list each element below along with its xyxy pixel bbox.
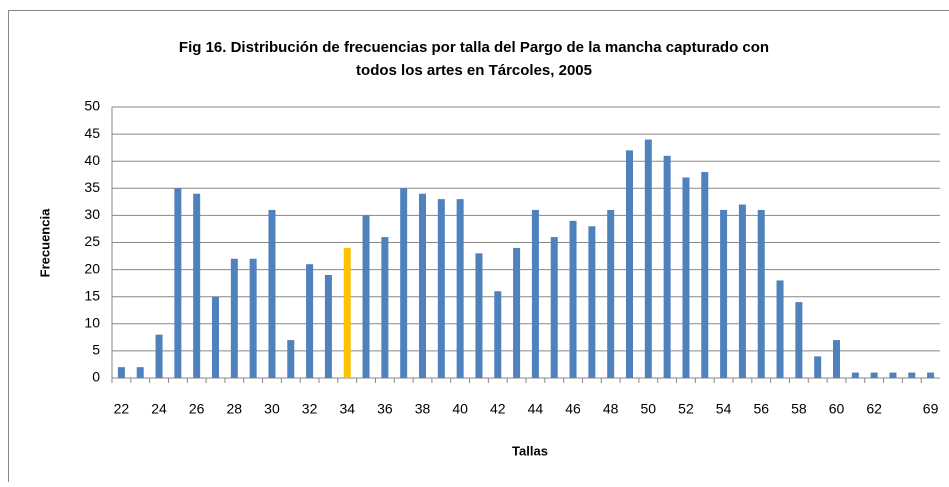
bar <box>268 210 275 378</box>
bar <box>457 199 464 378</box>
y-tick-label: 50 <box>84 98 100 114</box>
chart-border <box>9 11 949 483</box>
bar <box>532 210 539 378</box>
bar <box>682 177 689 378</box>
bar <box>475 253 482 378</box>
x-tick-label: 42 <box>490 401 506 417</box>
x-axis-label: Tallas <box>512 443 548 458</box>
x-tick-label: 62 <box>866 401 882 417</box>
x-tick-label: 34 <box>339 401 355 417</box>
x-tick-label: 52 <box>678 401 694 417</box>
bar <box>156 335 163 378</box>
x-tick-label: 60 <box>829 401 845 417</box>
y-tick-label: 5 <box>92 342 100 358</box>
x-tick-label: 40 <box>452 401 468 417</box>
bar <box>325 275 332 378</box>
bar <box>758 210 765 378</box>
bar <box>513 248 520 378</box>
bar <box>739 205 746 378</box>
bar <box>118 367 125 378</box>
x-tick-label: 36 <box>377 401 393 417</box>
bar <box>927 373 934 378</box>
x-tick-label: 48 <box>603 401 619 417</box>
bar <box>664 156 671 378</box>
y-tick-label: 0 <box>92 369 100 385</box>
bar <box>306 264 313 378</box>
bar <box>814 356 821 378</box>
chart-title: Fig 16. Distribución de frecuencias por … <box>179 39 769 56</box>
chart-title: todos los artes en Tárcoles, 2005 <box>356 62 592 79</box>
x-tick-label: 58 <box>791 401 807 417</box>
bar <box>588 226 595 378</box>
bar <box>626 150 633 378</box>
x-tick-label: 50 <box>641 401 657 417</box>
bar <box>400 188 407 378</box>
bar <box>287 340 294 378</box>
y-tick-label: 35 <box>84 179 100 195</box>
bar <box>607 210 614 378</box>
bar <box>419 194 426 378</box>
bar <box>871 373 878 378</box>
bar <box>381 237 388 378</box>
y-tick-label: 10 <box>84 315 100 331</box>
bar <box>137 367 144 378</box>
bar <box>777 280 784 378</box>
y-tick-label: 20 <box>84 260 100 276</box>
x-tick-label: 30 <box>264 401 280 417</box>
y-tick-label: 25 <box>84 233 100 249</box>
bar <box>212 297 219 378</box>
x-tick-label: 46 <box>565 401 581 417</box>
bar <box>174 188 181 378</box>
bar <box>833 340 840 378</box>
x-tick-label: 24 <box>151 401 167 417</box>
x-tick-label: 69 <box>923 401 939 417</box>
bar <box>701 172 708 378</box>
x-tick-label: 38 <box>415 401 431 417</box>
y-tick-label: 15 <box>84 287 100 303</box>
x-tick-label: 26 <box>189 401 205 417</box>
y-tick-label: 30 <box>84 206 100 222</box>
bar <box>231 259 238 378</box>
bar <box>551 237 558 378</box>
y-tick-label: 40 <box>84 152 100 168</box>
bar <box>645 140 652 378</box>
x-tick-label: 32 <box>302 401 318 417</box>
bar <box>852 373 859 378</box>
bar <box>344 248 351 378</box>
y-axis-label: Frecuencia <box>37 208 52 277</box>
x-tick-label: 44 <box>528 401 544 417</box>
bar <box>193 194 200 378</box>
bar <box>363 215 370 378</box>
y-tick-label: 45 <box>84 125 100 141</box>
bar <box>795 302 802 378</box>
bar <box>250 259 257 378</box>
x-tick-label: 54 <box>716 401 732 417</box>
x-tick-label: 22 <box>114 401 130 417</box>
bar <box>438 199 445 378</box>
x-tick-label: 28 <box>227 401 243 417</box>
bar <box>570 221 577 378</box>
bar <box>908 373 915 378</box>
x-tick-label: 56 <box>753 401 769 417</box>
bar <box>720 210 727 378</box>
bar <box>494 291 501 378</box>
bar <box>889 373 896 378</box>
